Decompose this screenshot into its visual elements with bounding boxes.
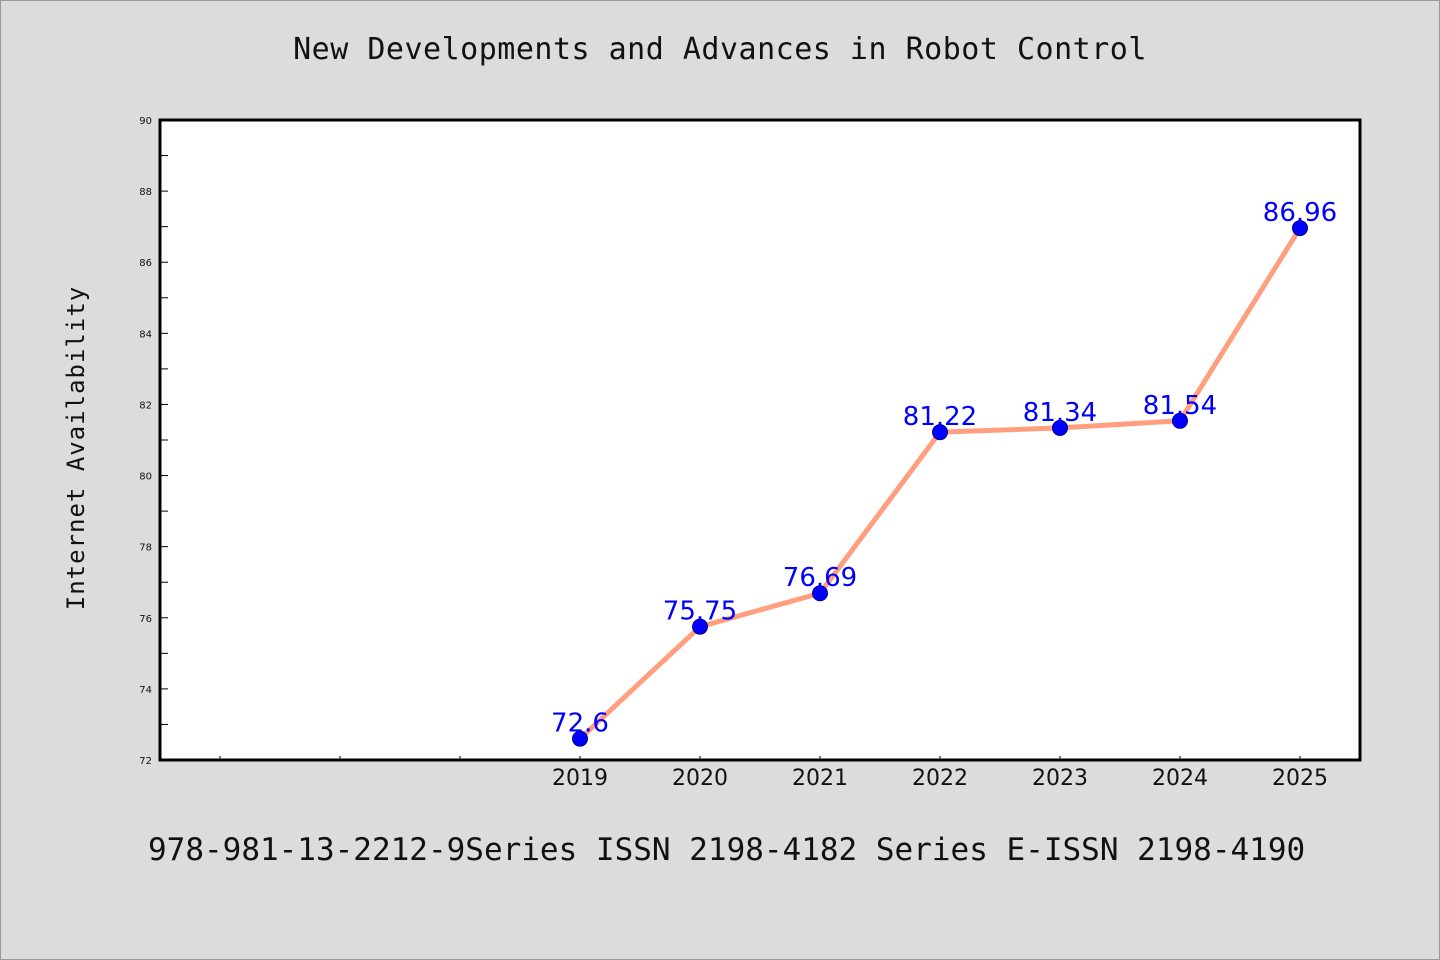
y-tick-label: 86 (139, 258, 152, 269)
plot-area (158, 118, 1362, 762)
y-tick-label: 78 (139, 543, 152, 554)
x-tick-label: 2024 (1152, 766, 1208, 791)
data-point (572, 730, 588, 747)
y-tick-label: 80 (139, 472, 152, 483)
data-label: 81.34 (1023, 398, 1097, 428)
y-tick-label: 82 (139, 400, 152, 411)
x-axis: 2019 2020 2021 2022 2023 2024 2025 (219, 756, 1328, 791)
y-tick-label: 90 (139, 116, 152, 127)
x-tick-label: 2020 (672, 766, 728, 791)
data-point (932, 424, 948, 441)
data-label: 81.22 (903, 402, 977, 432)
y-tick-label: 84 (139, 329, 152, 340)
y-tick-label: 76 (139, 614, 152, 625)
x-tick-label: 2019 (552, 766, 608, 791)
x-tick-label: 2021 (792, 766, 848, 791)
data-label: 86.96 (1263, 198, 1337, 228)
data-label: 72.6 (551, 709, 609, 739)
series-group (572, 220, 1308, 747)
chart-title: New Developments and Advances in Robot C… (293, 32, 1147, 67)
footer-isbn-text: 978-981-13-2212-9Series ISSN 2198-4182 S… (148, 832, 1306, 868)
x-tick-label: 2023 (1032, 766, 1088, 791)
data-label: 75.75 (663, 597, 737, 627)
data-labels: 72.6 75.75 76.69 81.22 81.34 81.54 86.96 (551, 198, 1337, 739)
data-point (1052, 419, 1068, 436)
data-label: 81.54 (1143, 391, 1217, 421)
data-point (1292, 220, 1308, 237)
y-tick-label: 88 (139, 187, 152, 198)
x-tick-label: 2022 (912, 766, 968, 791)
data-point (1172, 412, 1188, 429)
y-tick-label: 74 (139, 685, 152, 696)
data-label: 76.69 (783, 563, 857, 593)
x-tick-label: 2025 (1272, 766, 1328, 791)
y-tick-label: 72 (139, 756, 152, 767)
data-point (692, 618, 708, 635)
data-point (812, 585, 828, 602)
y-axis: 72 74 76 78 80 82 84 86 88 90 (139, 116, 168, 767)
